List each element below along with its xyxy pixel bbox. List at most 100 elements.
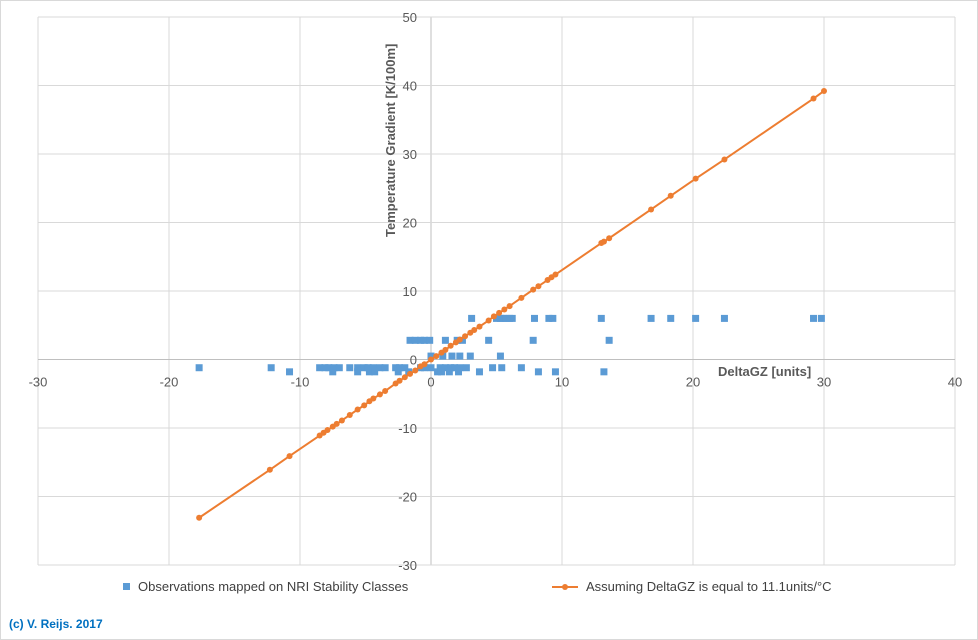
observation-point [498, 364, 506, 372]
line-point [421, 361, 428, 368]
observation-point [493, 314, 500, 322]
observation-point [647, 314, 655, 322]
line-series [196, 87, 827, 521]
observation-point [447, 364, 455, 372]
observation-point [420, 336, 428, 344]
observation-point [605, 336, 613, 344]
line-point [396, 377, 403, 384]
line-point [346, 411, 353, 418]
legend-label: Observations mapped on NRI Stability Cla… [138, 579, 409, 594]
y-tick-label: 10 [403, 284, 417, 299]
observation-point [692, 314, 700, 322]
observation-point [401, 364, 409, 372]
observation-point [365, 368, 373, 376]
observation-point [406, 336, 414, 344]
observation-point [316, 364, 324, 372]
line-point [648, 206, 655, 213]
line-point [518, 294, 525, 301]
observation-point [427, 352, 435, 360]
x-tick-label: 0 [427, 375, 434, 390]
observation-point [439, 352, 447, 360]
line-marker-icon [552, 583, 578, 590]
observation-point [436, 364, 444, 372]
x-tick-label: -30 [29, 375, 48, 390]
observation-point [441, 336, 449, 344]
observation-point [502, 314, 510, 322]
y-tick-label: 30 [403, 147, 417, 162]
observation-point [530, 314, 538, 322]
observation-point [448, 352, 456, 360]
observation-point [376, 364, 384, 372]
observation-point [371, 368, 379, 376]
line-point [606, 235, 613, 242]
y-tick-label: 20 [403, 216, 417, 231]
observation-point [534, 368, 542, 376]
line-point [442, 346, 449, 353]
observation-point [426, 336, 434, 344]
observation-point [427, 364, 435, 372]
line-point [535, 283, 542, 290]
observation-point [381, 364, 389, 372]
observation-point [517, 364, 525, 372]
line-point [407, 370, 414, 377]
observation-point [817, 314, 825, 322]
line-point [433, 353, 440, 360]
observation-point [475, 368, 483, 376]
line-point [376, 391, 383, 398]
line-point [428, 356, 434, 363]
observation-point [456, 364, 464, 372]
line-point [821, 87, 827, 94]
line-point [333, 420, 340, 427]
observation-point [420, 364, 428, 372]
line-point [490, 313, 497, 320]
observation-point [360, 364, 368, 372]
line-point [412, 367, 419, 374]
x-tick-label: -10 [291, 375, 310, 390]
observation-point [456, 352, 464, 360]
line-point [721, 156, 728, 163]
gridlines [37, 16, 956, 566]
line-point [476, 323, 483, 330]
observation-point [437, 368, 445, 376]
observation-point [600, 368, 608, 376]
observation-point [335, 364, 343, 372]
line-point [382, 388, 389, 395]
observation-point [508, 314, 516, 322]
observation-point [392, 364, 400, 372]
observation-point [551, 368, 559, 376]
line-point [496, 309, 503, 316]
y-tick-label: 40 [403, 79, 417, 94]
observation-point [434, 368, 442, 376]
square-marker-icon [123, 583, 130, 590]
observation-point [286, 368, 294, 376]
legend-item-observations: Observations mapped on NRI Stability Cla… [123, 579, 408, 594]
legend-label: Assuming DeltaGZ is equal to 11.1units/°… [586, 579, 832, 594]
y-tick-label: -30 [398, 558, 417, 573]
observation-point [451, 364, 459, 372]
observation-point [455, 368, 463, 376]
line-point [361, 402, 368, 409]
observation-point [496, 352, 504, 360]
x-tick-label: 40 [948, 375, 962, 390]
line-point [286, 453, 293, 460]
line-point [485, 317, 492, 324]
x-tick-label: 30 [817, 375, 831, 390]
y-tick-label: 50 [403, 10, 417, 25]
y-tick-label: -20 [398, 490, 417, 505]
observation-point [346, 364, 354, 372]
x-tick-label: -20 [160, 375, 179, 390]
legend-item-line: Assuming DeltaGZ is equal to 11.1units/°… [552, 579, 832, 594]
x-axis-label: DeltaGZ [units] [718, 364, 811, 379]
line-point [456, 336, 463, 343]
observation-point [545, 314, 553, 322]
y-tick-label: -10 [398, 421, 417, 436]
observation-point [445, 368, 453, 376]
observation-point [810, 314, 818, 322]
line-point [471, 327, 478, 334]
line-point [506, 303, 513, 310]
observation-point [597, 314, 605, 322]
line-point [810, 95, 817, 102]
y-tick-label: 0 [410, 353, 417, 368]
observation-point [364, 364, 372, 372]
observation-point [354, 368, 362, 376]
